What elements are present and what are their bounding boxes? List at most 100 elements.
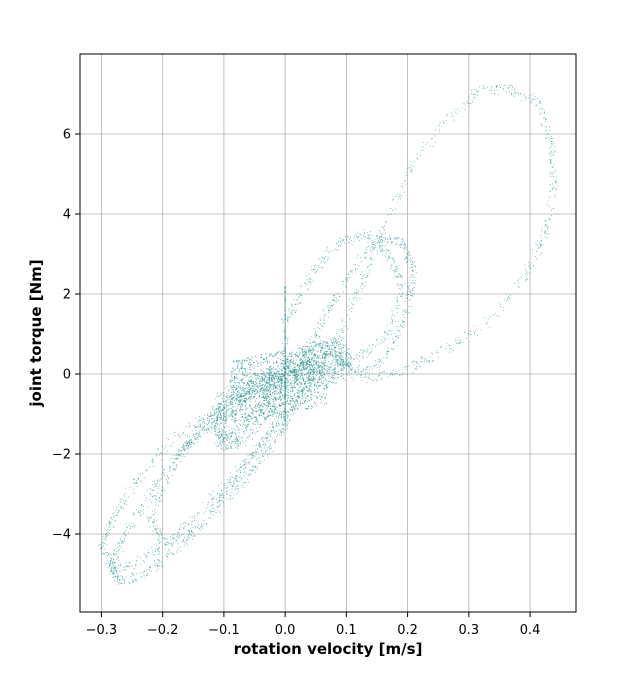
data-point (235, 487, 237, 489)
data-point (161, 472, 163, 474)
data-point (169, 458, 171, 460)
data-point (394, 238, 396, 240)
data-point (403, 372, 405, 374)
data-point (355, 369, 357, 371)
data-point (218, 416, 220, 418)
data-point (301, 373, 303, 375)
data-point (383, 225, 385, 227)
data-point (383, 237, 385, 239)
data-point (198, 433, 200, 435)
data-point (201, 523, 203, 526)
data-point (320, 379, 322, 381)
data-point (242, 464, 244, 466)
data-point (380, 241, 382, 243)
data-point (192, 520, 194, 522)
data-point (335, 338, 337, 341)
data-point (402, 248, 404, 250)
data-point (374, 238, 376, 240)
data-point (221, 495, 223, 497)
data-point (499, 303, 501, 305)
data-point (392, 338, 394, 340)
data-point (409, 312, 411, 314)
data-point (307, 372, 309, 374)
data-point (299, 368, 301, 370)
data-point (226, 497, 228, 499)
data-point (546, 224, 548, 226)
data-point (412, 372, 414, 374)
data-point (384, 229, 386, 231)
data-point (298, 391, 300, 393)
data-point (119, 570, 121, 572)
data-point (371, 251, 373, 253)
data-point (291, 411, 293, 413)
data-point (271, 388, 273, 390)
data-point (137, 511, 139, 513)
data-point (112, 561, 114, 563)
data-point (366, 356, 368, 358)
data-point (244, 459, 246, 461)
data-point (369, 231, 371, 233)
data-point (272, 355, 274, 357)
data-point (388, 255, 390, 257)
data-point (325, 341, 327, 343)
data-point (273, 430, 276, 432)
data-point (121, 577, 124, 579)
data-point (238, 386, 240, 388)
data-point (426, 359, 428, 361)
data-point (289, 414, 291, 416)
data-point (297, 370, 299, 372)
data-point (120, 575, 122, 577)
data-point (230, 391, 233, 393)
data-point (359, 298, 361, 300)
data-point (413, 274, 415, 276)
data-point (210, 517, 212, 519)
data-point (237, 367, 239, 369)
data-point (203, 512, 205, 514)
data-point (250, 381, 252, 383)
data-point (226, 414, 228, 416)
data-point (276, 435, 278, 437)
data-point (273, 372, 275, 374)
data-point (232, 447, 234, 449)
data-point (312, 280, 314, 282)
data-point (276, 369, 278, 371)
data-point (172, 442, 174, 444)
data-point (251, 393, 253, 395)
data-point (353, 379, 355, 381)
data-point (112, 573, 114, 575)
data-point (530, 262, 532, 264)
data-point (215, 426, 217, 428)
data-point (186, 443, 188, 445)
data-point (331, 344, 333, 346)
data-point (496, 89, 498, 91)
data-point (159, 551, 161, 553)
data-point (158, 535, 160, 537)
data-point (204, 415, 206, 417)
data-point (282, 320, 285, 322)
data-point (425, 361, 427, 363)
data-point (288, 366, 290, 368)
data-point (508, 86, 510, 88)
data-point (403, 283, 405, 285)
data-point (446, 115, 448, 117)
data-point (446, 343, 448, 345)
data-point (243, 389, 245, 391)
data-point (554, 146, 556, 148)
data-point (249, 397, 251, 399)
data-point (241, 460, 243, 462)
data-point (326, 249, 328, 251)
data-point (441, 345, 443, 347)
data-point (248, 475, 250, 477)
data-point (272, 370, 274, 373)
data-point (152, 552, 154, 554)
data-point (111, 562, 113, 564)
data-point (107, 534, 109, 536)
data-point (158, 546, 161, 549)
data-point (209, 509, 211, 511)
data-point (261, 389, 263, 391)
data-point (297, 376, 299, 378)
data-point (313, 349, 315, 351)
data-point (412, 287, 414, 289)
data-point (235, 412, 238, 414)
data-point (201, 528, 203, 530)
